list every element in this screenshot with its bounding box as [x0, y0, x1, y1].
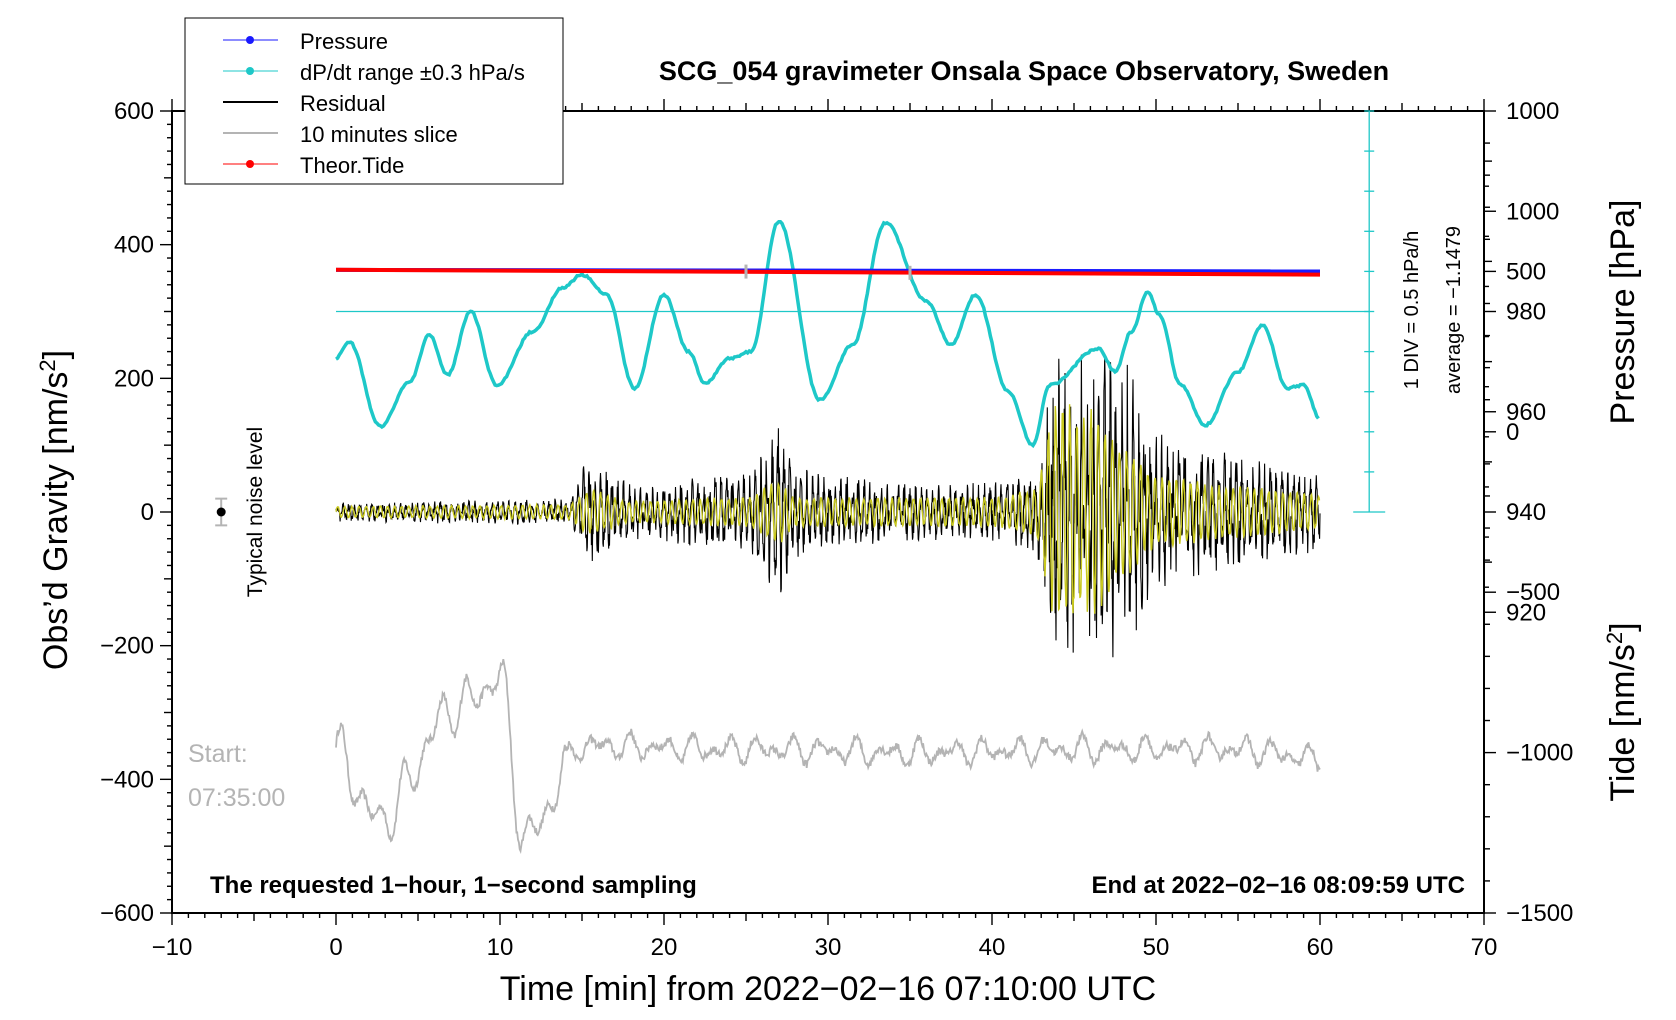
legend-label-slice: 10 minutes slice [300, 122, 458, 147]
pressure-tick-label: 980 [1506, 299, 1546, 326]
tide-tick-label: −1500 [1506, 900, 1573, 927]
chart-title: SCG_054 gravimeter Onsala Space Observat… [659, 56, 1389, 86]
y-axis-title-gravity: Obs’d Gravity [nm/s2] [35, 350, 75, 670]
axis-ticks: −10 0 10 20 30 40 50 60 70 −600 −400 −200 0 200 400 600… [100, 98, 1573, 961]
slice-start-time: 07:35:00 [188, 784, 285, 812]
x-axis-title: Time [min] from 2022−02−16 07:10:00 UTC [500, 970, 1156, 1008]
pressure-tick-label: 920 [1506, 599, 1546, 626]
legend-marker-pressure [246, 36, 254, 44]
slice-line [335, 658, 1321, 855]
x-tick-label: −10 [152, 934, 193, 961]
y-tick-label: −600 [100, 900, 154, 927]
pressure-average-label: average = −1.1479 [1443, 226, 1465, 394]
x-tick-label: 30 [815, 934, 842, 961]
x-tick-label: 50 [1143, 934, 1170, 961]
y-axis-title-pressure: Pressure [hPa] [1604, 200, 1642, 425]
x-tick-label: 40 [979, 934, 1006, 961]
slice-start-label: Start: [188, 740, 248, 768]
y-tick-label: −400 [100, 766, 154, 793]
x-tick-label: 70 [1471, 934, 1498, 961]
y-axis-title-gravity-close: ] [37, 350, 75, 359]
legend-label-dpdt: dP/dt range ±0.3 hPa/s [300, 60, 525, 85]
pressure-tick-label: 1000 [1506, 198, 1559, 225]
legend: Pressure dP/dt range ±0.3 hPa/s Residual… [184, 17, 564, 185]
y-tick-label: 600 [114, 98, 154, 125]
x-tick-label: 10 [487, 934, 514, 961]
filtered-residual-line [335, 404, 1321, 614]
tide-tick-label: −500 [1506, 579, 1560, 606]
pressure-tick-label: 940 [1506, 499, 1546, 526]
legend-marker-dpdt [246, 67, 254, 75]
y-tick-label: 400 [114, 232, 154, 259]
tide-line [335, 267, 1321, 277]
tide-tick-label: 500 [1506, 258, 1546, 285]
y-axis-title-gravity-sup: 2 [35, 359, 60, 371]
legend-label-pressure: Pressure [300, 29, 388, 54]
y-tick-label: 0 [141, 499, 154, 526]
y-tick-label: −200 [100, 633, 154, 660]
residual-line [335, 354, 1321, 658]
pressure-div-label: 1 DIV = 0.5 hPa/h [1401, 231, 1423, 389]
pressure-tick-label: 960 [1506, 399, 1546, 426]
noise-level-label: Typical noise level [244, 427, 267, 597]
end-time-note: End at 2022−02−16 08:09:59 UTC [1091, 872, 1465, 899]
legend-marker-tide [246, 160, 254, 168]
dpdt-line [335, 220, 1320, 449]
y-axis-title-tide-close: ] [1604, 622, 1642, 631]
data-series [215, 110, 1386, 855]
x-tick-label: 20 [651, 934, 678, 961]
sampling-note: The requested 1−hour, 1−second sampling [210, 872, 697, 899]
x-tick-label: 0 [329, 934, 342, 961]
y-axis-title-tide: Tide [nm/s2] [1602, 622, 1642, 801]
legend-label-residual: Residual [300, 91, 386, 116]
x-tick-label: 60 [1307, 934, 1334, 961]
tide-tick-label: 0 [1506, 419, 1519, 446]
legend-label-tide: Theor.Tide [300, 153, 404, 178]
tide-tick-label: −1000 [1506, 740, 1573, 767]
y-tick-label: 200 [114, 365, 154, 392]
noise-level-point [216, 507, 226, 517]
y-axis-title-tide-sup: 2 [1602, 632, 1627, 644]
tide-tick-label: 1000 [1506, 98, 1559, 125]
